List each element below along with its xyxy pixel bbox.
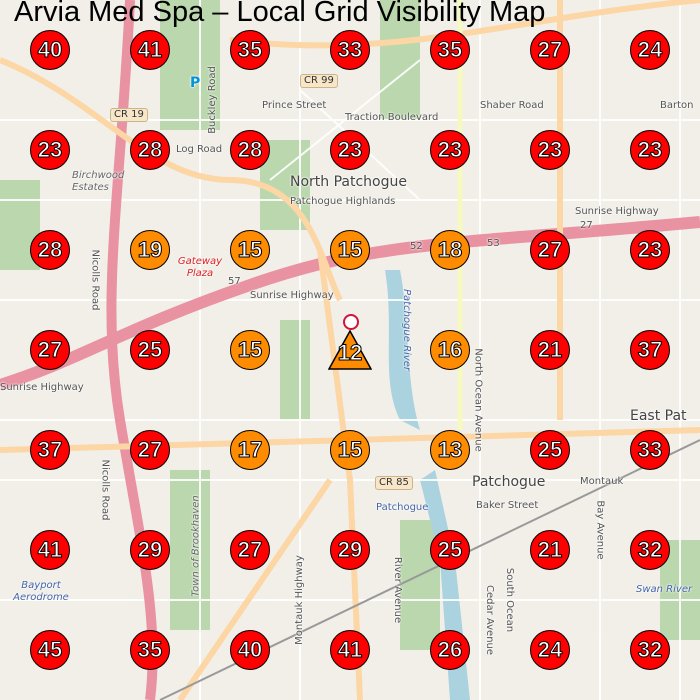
rank-marker[interactable]: 25 [130, 330, 170, 370]
place-label: Patchogue [472, 474, 546, 490]
rank-marker[interactable]: 32 [630, 630, 670, 670]
route-shield: CR 19 [110, 108, 148, 122]
place-label: Town of Brookhaven [190, 495, 202, 597]
rank-marker[interactable]: 21 [530, 330, 570, 370]
rank-marker[interactable]: 15 [330, 230, 370, 270]
rank-marker[interactable]: 19 [130, 230, 170, 270]
rank-marker[interactable]: 27 [130, 430, 170, 470]
rank-marker[interactable]: 41 [30, 530, 70, 570]
water-label: Patchogue River [400, 289, 412, 371]
route-label: 27 [580, 220, 593, 231]
road-label: Nicolls Road [99, 459, 111, 521]
place-label: Patchogue Highlands [290, 196, 396, 207]
route-label: 57 [228, 276, 241, 287]
road-label: Bay Avenue [594, 500, 606, 560]
rank-marker[interactable]: 21 [530, 530, 570, 570]
rank-value: 12 [337, 340, 363, 366]
rank-marker[interactable]: 41 [130, 30, 170, 70]
rank-marker[interactable]: 37 [30, 430, 70, 470]
road-label: Montauk Highway [293, 555, 305, 645]
rank-marker[interactable]: 35 [430, 30, 470, 70]
road-label: Sunrise Highway [0, 382, 84, 393]
rank-marker[interactable]: 28 [130, 130, 170, 170]
road-label: Shaber Road [480, 100, 544, 111]
rank-marker[interactable]: 27 [530, 230, 570, 270]
rank-marker[interactable]: 23 [430, 130, 470, 170]
rank-marker[interactable]: 15 [330, 430, 370, 470]
rank-marker[interactable]: 33 [630, 430, 670, 470]
rank-marker[interactable]: 23 [330, 130, 370, 170]
place-label: East Pat [630, 408, 687, 424]
road-label: Buckley Road [206, 66, 218, 134]
rank-marker[interactable]: 45 [30, 630, 70, 670]
place-label: Birchwood Estates [72, 170, 125, 193]
road-label: Prince Street [262, 100, 327, 111]
center-rank-marker[interactable]: 12 [328, 330, 372, 370]
road-label: Sunrise Highway [250, 290, 334, 301]
road-label: Barton [660, 100, 694, 111]
route-shield: CR 99 [300, 74, 338, 88]
road-label: Nicolls Road [89, 249, 101, 311]
rank-marker[interactable]: 29 [130, 530, 170, 570]
rank-marker[interactable]: 37 [630, 330, 670, 370]
rank-marker[interactable]: 29 [330, 530, 370, 570]
rank-marker[interactable]: 23 [30, 130, 70, 170]
road-label: Log Road [176, 144, 223, 155]
route-shield: CR 85 [375, 476, 413, 490]
rank-marker[interactable]: 23 [630, 230, 670, 270]
business-location-pin-icon[interactable] [343, 314, 359, 330]
rank-marker[interactable]: 24 [530, 630, 570, 670]
rank-marker[interactable]: 18 [430, 230, 470, 270]
place-label: North Patchogue [290, 174, 407, 190]
road-label: Cedar Avenue [484, 584, 496, 656]
rank-marker[interactable]: 24 [630, 30, 670, 70]
rank-marker[interactable]: 35 [230, 30, 270, 70]
rank-marker[interactable]: 23 [530, 130, 570, 170]
rank-marker[interactable]: 40 [30, 30, 70, 70]
rank-marker[interactable]: 32 [630, 530, 670, 570]
place-label: Bayport Aerodrome [13, 580, 69, 603]
rank-marker[interactable]: 13 [430, 430, 470, 470]
rank-marker[interactable]: 25 [430, 530, 470, 570]
road-label: Montauk [580, 476, 624, 487]
rank-marker[interactable]: 15 [230, 230, 270, 270]
place-label: Gateway Plaza [177, 256, 223, 279]
rank-marker[interactable]: 28 [30, 230, 70, 270]
station-label: Patchogue [376, 502, 429, 513]
rank-marker[interactable]: 15 [230, 330, 270, 370]
rank-marker[interactable]: 40 [230, 630, 270, 670]
rank-marker[interactable]: 41 [330, 630, 370, 670]
rank-marker[interactable]: 33 [330, 30, 370, 70]
water-label: Swan River [636, 584, 693, 595]
rank-marker[interactable]: 35 [130, 630, 170, 670]
rank-marker[interactable]: 27 [230, 530, 270, 570]
rank-marker[interactable]: 27 [30, 330, 70, 370]
road-label: River Avenue [392, 556, 404, 624]
road-label: Baker Street [476, 500, 539, 511]
rank-marker[interactable]: 28 [230, 130, 270, 170]
route-label: 53 [487, 238, 500, 249]
rank-marker[interactable]: 26 [430, 630, 470, 670]
map-title: Arvia Med Spa – Local Grid Visibility Ma… [14, 0, 546, 28]
road-label: Sunrise Highway [575, 206, 659, 217]
road-label: Traction Boulevard [345, 112, 439, 123]
road-label: South Ocean [504, 567, 516, 633]
rank-marker[interactable]: 25 [530, 430, 570, 470]
rank-marker[interactable]: 16 [430, 330, 470, 370]
rank-marker[interactable]: 27 [530, 30, 570, 70]
rank-marker[interactable]: 23 [630, 130, 670, 170]
rank-marker[interactable]: 17 [230, 430, 270, 470]
road-label: North Ocean Avenue [472, 348, 484, 452]
route-label: 52 [410, 241, 423, 252]
parking-icon: P [190, 75, 201, 91]
